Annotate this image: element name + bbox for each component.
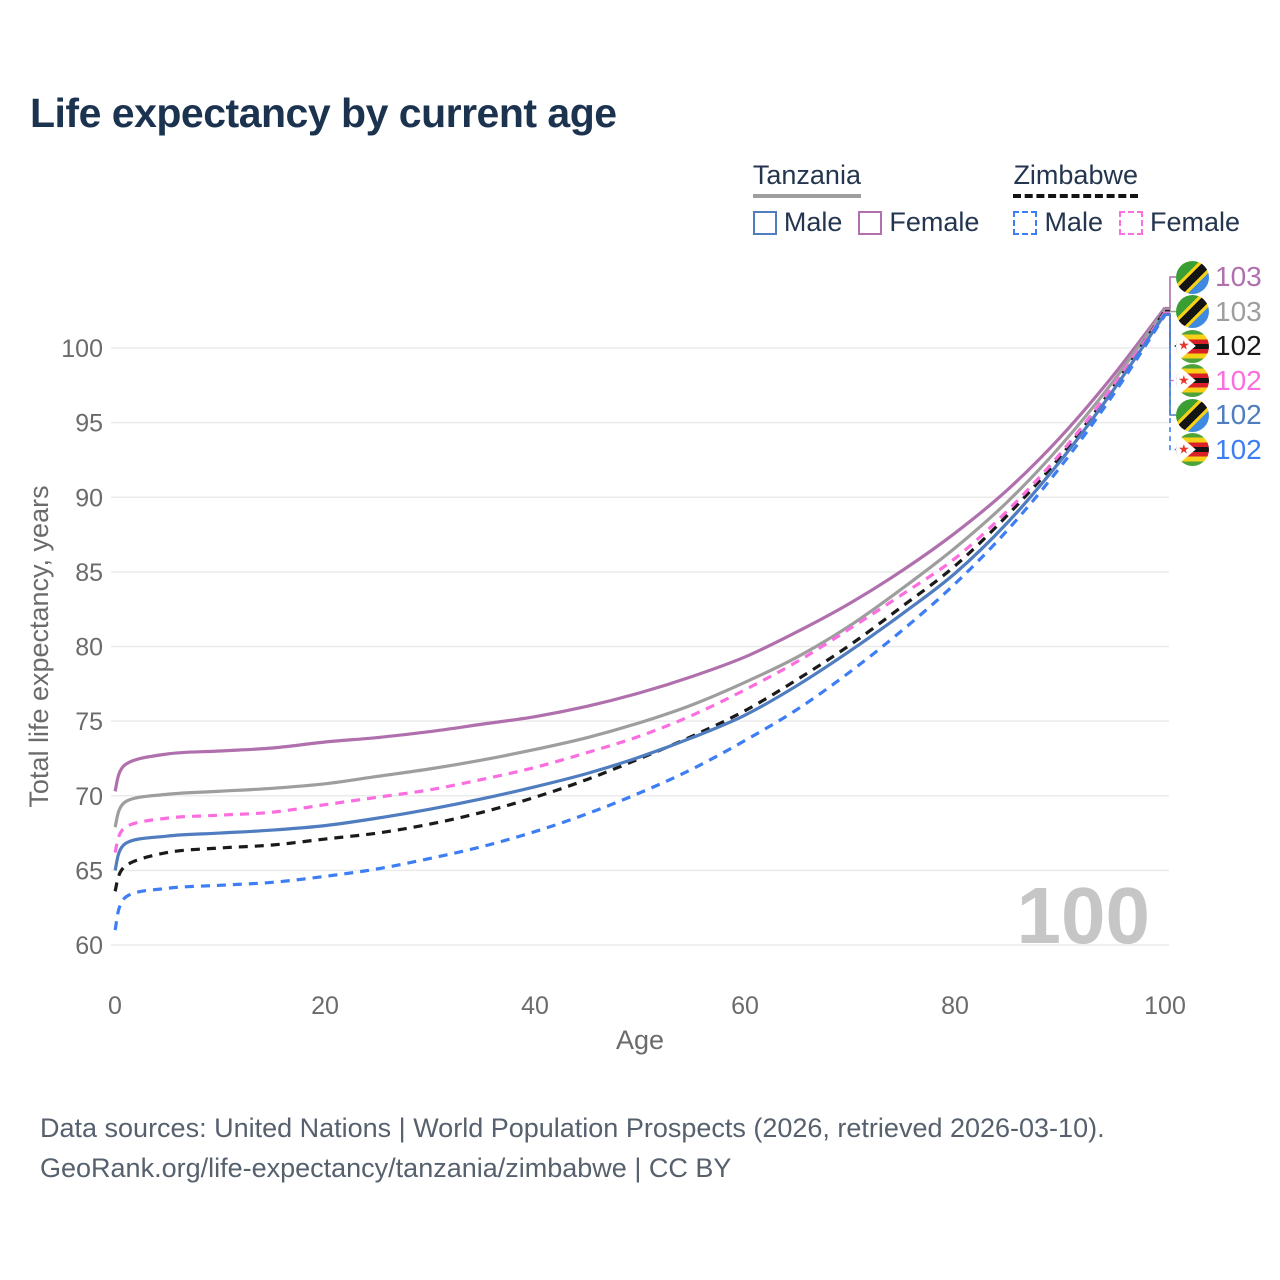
legend-item-label: Female — [889, 207, 980, 237]
end-label-zimbabwe-total: 102 — [1176, 329, 1262, 363]
y-tick-label-95: 95 — [75, 410, 103, 438]
series-line-zimbabwe-total[interactable] — [113, 309, 1167, 892]
end-label-value: 103 — [1215, 261, 1262, 292]
tanzania-flag-icon — [1176, 398, 1209, 432]
legend-header-tanzania[interactable]: Tanzania — [752, 160, 861, 198]
end-label-connector — [1165, 314, 1176, 451]
end-label-connector — [1165, 276, 1176, 309]
zimbabwe-flag-icon — [1176, 329, 1209, 363]
series-line-tanzania-female[interactable] — [113, 306, 1167, 792]
page-title: Life expectancy by current age — [30, 90, 617, 136]
x-tick-label-100: 100 — [1144, 992, 1186, 1020]
tanzania-male-swatch-icon — [752, 210, 777, 235]
end-label-value: 102 — [1215, 330, 1262, 361]
series-line-tanzania-total[interactable] — [113, 308, 1167, 828]
tanzania-flag-icon — [1176, 260, 1209, 294]
footer-data-sources: Data sources: United Nations | World Pop… — [40, 1113, 1105, 1143]
legend-item-label: Female — [1149, 207, 1240, 237]
end-label-value: 102 — [1215, 433, 1262, 465]
x-axis-title: Age — [616, 1025, 664, 1055]
y-tick-label-90: 90 — [75, 484, 103, 512]
end-label-tanzania-male: 102 — [1176, 398, 1262, 432]
legend-row-zimbabwe: Male Female — [1013, 207, 1240, 238]
end-label-zimbabwe-female: 102 — [1176, 364, 1262, 398]
y-tick-label-100: 100 — [61, 335, 103, 363]
legend: Tanzania Male Female Zimbabwe Male Femal… — [752, 160, 1240, 238]
legend-item-tanzania-male[interactable]: Male — [752, 207, 843, 238]
legend-header-zimbabwe[interactable]: Zimbabwe — [1013, 160, 1138, 198]
zimbabwe-male-swatch-icon — [1013, 210, 1038, 235]
y-tick-label-70: 70 — [75, 783, 103, 811]
age-watermark: 100 — [1017, 871, 1150, 960]
zimbabwe-flag-icon — [1176, 364, 1209, 397]
y-tick-label-75: 75 — [75, 708, 103, 736]
x-tick-label-20: 20 — [311, 992, 339, 1020]
legend-row-tanzania: Male Female — [752, 207, 979, 238]
end-label-value: 102 — [1215, 399, 1262, 430]
y-tick-label-80: 80 — [75, 634, 103, 662]
x-tick-label-0: 0 — [108, 992, 122, 1020]
end-label-tanzania-female: 103 — [1176, 260, 1262, 294]
x-tick-label-80: 80 — [941, 992, 969, 1020]
x-tick-label-60: 60 — [731, 992, 759, 1020]
y-tick-label-65: 65 — [75, 857, 103, 885]
series-line-zimbabwe-male[interactable] — [113, 314, 1167, 931]
y-axis-title: Total life expectancy, years — [24, 485, 54, 807]
x-tick-label-40: 40 — [521, 992, 549, 1020]
legend-item-zimbabwe-female[interactable]: Female — [1118, 207, 1240, 238]
legend-item-tanzania-female[interactable]: Female — [858, 207, 979, 238]
end-label-value: 103 — [1215, 295, 1262, 327]
tanzania-female-swatch-icon — [858, 210, 883, 235]
legend-group-tanzania: Tanzania Male Female — [752, 160, 979, 238]
footer: Data sources: United Nations | World Pop… — [40, 1108, 1105, 1188]
legend-item-zimbabwe-male[interactable]: Male — [1013, 207, 1103, 238]
end-label-zimbabwe-male: 102 — [1176, 433, 1262, 467]
zimbabwe-flag-icon — [1176, 433, 1209, 466]
series-line-tanzania-male[interactable] — [113, 312, 1167, 871]
y-tick-label-85: 85 — [75, 559, 103, 587]
legend-item-label: Male — [1044, 207, 1103, 237]
series-line-zimbabwe-female[interactable] — [113, 311, 1167, 854]
footer-attribution: GeoRank.org/life-expectancy/tanzania/zim… — [40, 1153, 732, 1183]
legend-item-label: Male — [783, 207, 843, 237]
zimbabwe-female-swatch-icon — [1118, 210, 1143, 235]
end-label-tanzania-total: 103 — [1176, 295, 1262, 329]
tanzania-flag-icon — [1176, 295, 1209, 328]
end-label-value: 102 — [1215, 364, 1262, 396]
y-tick-label-60: 60 — [75, 932, 103, 960]
legend-group-zimbabwe: Zimbabwe Male Female — [1013, 160, 1240, 238]
